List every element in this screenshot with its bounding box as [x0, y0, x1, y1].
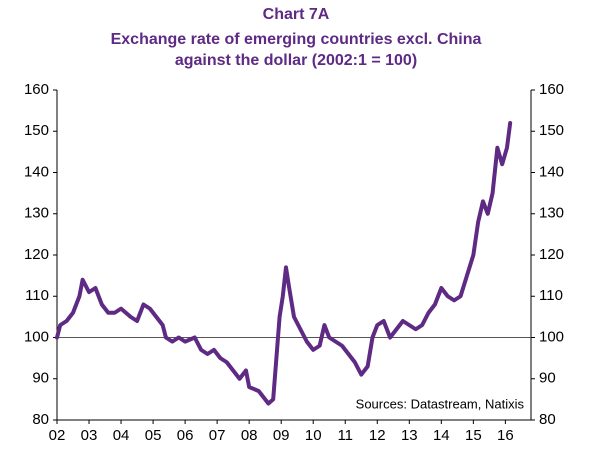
x-tick-label: 05	[145, 427, 162, 444]
y2-tick-label: 130	[539, 205, 564, 222]
y2-tick-label: 140	[539, 163, 564, 180]
y2-tick-label: 160	[539, 81, 564, 98]
y2-tick-label: 110	[539, 287, 563, 304]
y-tick-label: 80	[32, 411, 49, 428]
x-tick-label: 15	[465, 427, 482, 444]
x-tick-label: 09	[273, 427, 290, 444]
x-tick-label: 10	[305, 427, 322, 444]
x-tick-label: 14	[433, 427, 450, 444]
y-tick-label: 120	[24, 246, 49, 263]
x-tick-label: 16	[497, 427, 514, 444]
x-tick-label: 12	[369, 427, 386, 444]
chart-subtitle: Exchange rate of emerging countries excl…	[111, 31, 482, 48]
y2-tick-label: 90	[539, 370, 556, 387]
x-tick-label: 02	[49, 427, 66, 444]
y-tick-label: 150	[24, 122, 49, 139]
x-tick-label: 11	[337, 427, 353, 444]
y-tick-label: 130	[24, 205, 49, 222]
y-tick-label: 100	[24, 328, 49, 345]
y2-tick-label: 100	[539, 328, 564, 345]
x-tick-label: 08	[241, 427, 258, 444]
y-tick-label: 110	[25, 287, 49, 304]
chart-title: Chart 7A	[263, 6, 330, 23]
x-tick-label: 03	[81, 427, 98, 444]
x-tick-label: 04	[113, 427, 130, 444]
y-tick-label: 160	[24, 81, 49, 98]
x-tick-label: 13	[401, 427, 418, 444]
y2-tick-label: 120	[539, 246, 564, 263]
source-note: Sources: Datastream, Natixis	[356, 396, 525, 411]
y-tick-label: 140	[24, 163, 49, 180]
x-tick-label: 06	[177, 427, 194, 444]
data-line	[55, 121, 513, 406]
y2-tick-label: 80	[539, 411, 556, 428]
y2-tick-label: 150	[539, 122, 564, 139]
y-tick-label: 90	[32, 370, 49, 387]
chart-subtitle: against the dollar (2002:1 = 100)	[175, 52, 417, 69]
x-tick-label: 07	[209, 427, 226, 444]
